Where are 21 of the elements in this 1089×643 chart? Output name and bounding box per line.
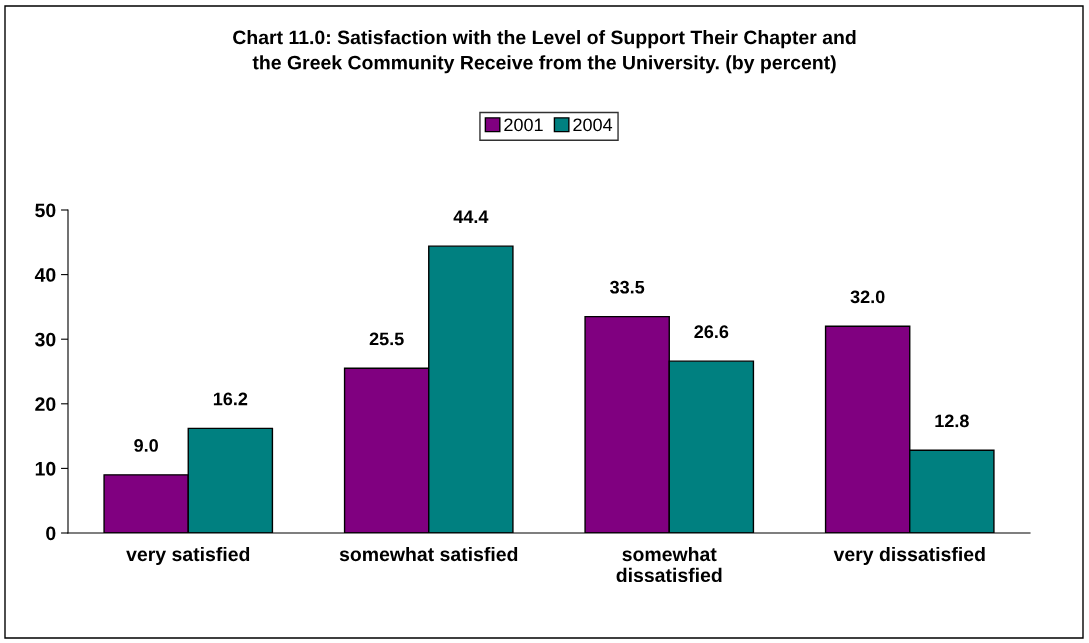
y-tick-label: 10 <box>35 461 56 476</box>
data-label: 25.5 <box>369 332 404 346</box>
y-tick-label: 30 <box>35 332 56 347</box>
data-label: 33.5 <box>610 280 645 294</box>
y-tick-label: 50 <box>35 203 56 218</box>
data-label: 16.2 <box>213 392 248 406</box>
x-tick-label: somewhat satisfied <box>339 546 518 562</box>
x-tick-label: somewhat dissatisfied <box>616 546 722 583</box>
legend-label: 2001 <box>504 118 543 132</box>
data-label: 26.6 <box>694 325 729 339</box>
data-label: 9.0 <box>134 439 158 452</box>
x-tick-label: very dissatisfied <box>833 546 985 566</box>
y-tick-label: 40 <box>34 268 56 282</box>
legend-label: 2004 <box>573 118 613 132</box>
data-label: 12.8 <box>935 414 969 428</box>
data-label: 44.4 <box>453 210 489 223</box>
y-tick-label: 0 <box>46 526 56 541</box>
y-tick-label: 20 <box>35 397 56 412</box>
x-tick-label: very satisfied <box>126 546 250 566</box>
chart-title: Chart 11.0: Satisfaction with the Level of Support Their Chapter and the Greek Community Receive from the University. (by percent) <box>233 30 856 74</box>
data-label: 32.0 <box>850 290 885 304</box>
